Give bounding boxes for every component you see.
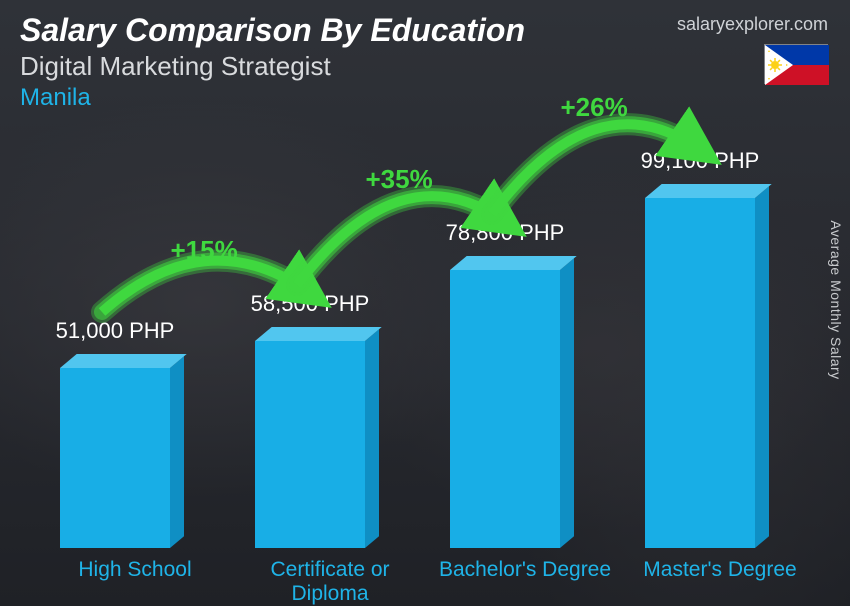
- x-axis-labels: High SchoolCertificate or DiplomaBachelo…: [40, 550, 800, 602]
- bar-side: [365, 329, 379, 548]
- bar-label: High School: [40, 558, 230, 582]
- bar-value: 99,100 PHP: [610, 148, 790, 174]
- bar-side: [170, 356, 184, 548]
- percent-increase: +15%: [171, 235, 238, 266]
- y-axis-label: Average Monthly Salary: [828, 220, 844, 379]
- bar-top: [255, 327, 382, 341]
- bar-front: [60, 368, 170, 548]
- bar-label: Master's Degree: [625, 558, 815, 582]
- bar-top: [450, 256, 577, 270]
- location: Manila: [20, 84, 830, 112]
- brand-text: salaryexplorer.com: [677, 14, 828, 35]
- bar: 78,800 PHP: [450, 270, 560, 548]
- percent-increase: +35%: [366, 164, 433, 195]
- bar-value: 51,000 PHP: [25, 318, 205, 344]
- bar-top: [645, 184, 772, 198]
- bar-front: [645, 198, 755, 548]
- bar-front: [450, 270, 560, 548]
- bar-label: Certificate or Diploma: [235, 558, 425, 606]
- percent-increase: +26%: [561, 92, 628, 123]
- bar-value: 78,800 PHP: [415, 220, 595, 246]
- bar-side: [560, 258, 574, 548]
- bar-side: [755, 186, 769, 548]
- subtitle: Digital Marketing Strategist: [20, 51, 830, 82]
- bar: 58,500 PHP: [255, 341, 365, 548]
- bar-value: 58,500 PHP: [220, 291, 400, 317]
- bar-label: Bachelor's Degree: [430, 558, 620, 582]
- flag-philippines: [764, 44, 828, 84]
- bar-front: [255, 341, 365, 548]
- bar: 99,100 PHP: [645, 198, 755, 548]
- bar: 51,000 PHP: [60, 368, 170, 548]
- bar-top: [60, 354, 187, 368]
- bar-chart: 51,000 PHP 58,500 PHP 78,800 PHP 99,100 PHP…: [40, 148, 800, 548]
